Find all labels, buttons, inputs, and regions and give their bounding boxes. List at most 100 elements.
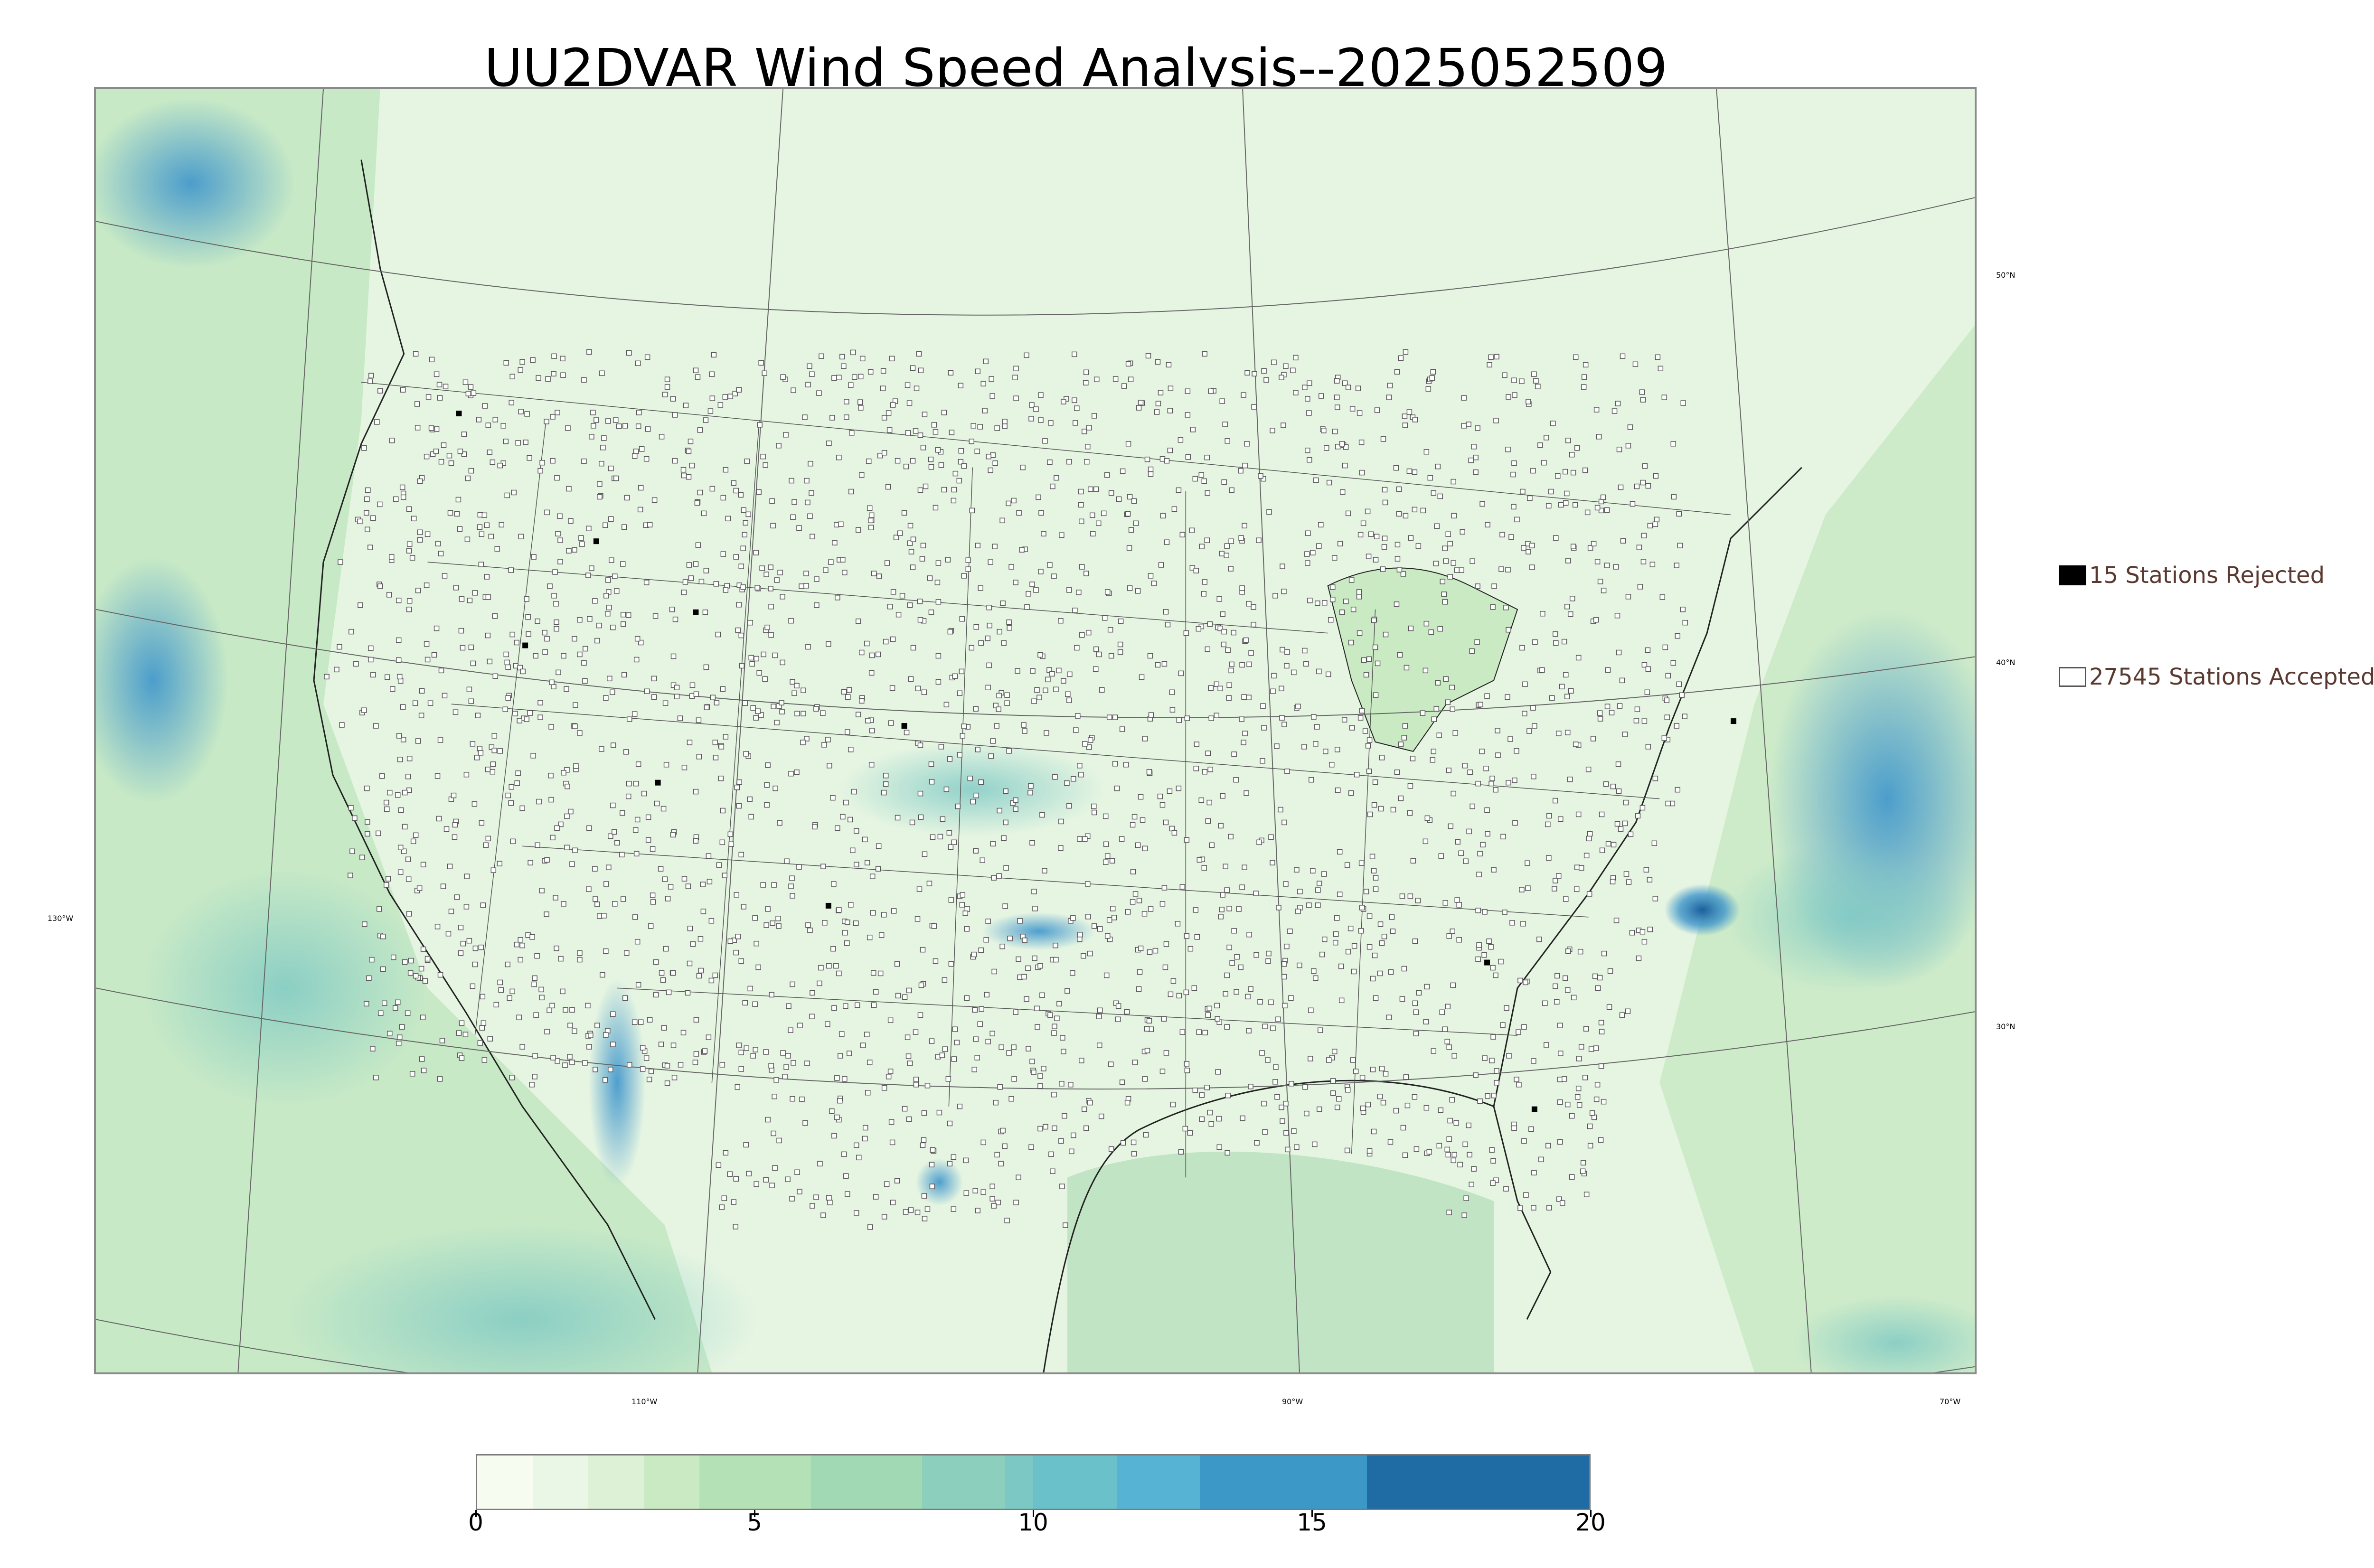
station-marker <box>1076 590 1082 595</box>
station-marker <box>1334 747 1340 752</box>
station-marker <box>1135 588 1141 594</box>
station-marker <box>723 587 729 593</box>
station-marker <box>471 390 477 396</box>
colorbar-segment <box>644 1455 700 1509</box>
station-marker <box>902 994 908 1000</box>
station-marker <box>791 1060 796 1066</box>
station-marker <box>508 800 514 806</box>
station-marker <box>1503 605 1509 610</box>
station-marker <box>1645 647 1651 653</box>
station-marker <box>1557 1099 1563 1105</box>
station-marker <box>997 629 1002 635</box>
station-marker <box>913 1077 919 1082</box>
station-marker <box>809 1014 815 1019</box>
station-marker <box>1522 711 1527 716</box>
station-marker <box>904 1034 911 1040</box>
station-marker <box>1592 973 1598 979</box>
station-marker <box>1423 1019 1429 1024</box>
station-marker <box>1674 563 1680 568</box>
station-marker <box>733 554 739 560</box>
station-marker <box>1331 555 1338 561</box>
station-marker <box>445 931 452 937</box>
station-marker <box>1469 648 1475 654</box>
station-marker <box>791 499 797 505</box>
station-marker <box>1380 566 1386 572</box>
station-marker <box>831 1133 837 1139</box>
station-marker <box>1047 459 1053 465</box>
station-marker <box>406 756 413 761</box>
station-marker <box>769 1183 775 1188</box>
station-marker <box>1219 907 1225 912</box>
station-marker <box>550 1055 556 1061</box>
station-marker <box>1159 901 1166 907</box>
station-marker <box>462 1032 469 1037</box>
station-marker <box>1160 513 1166 519</box>
station-marker <box>349 848 355 854</box>
station-marker <box>1506 627 1511 633</box>
station-marker <box>913 428 919 434</box>
station-marker <box>933 505 939 511</box>
station-marker <box>1260 703 1266 709</box>
station-marker <box>1613 564 1619 570</box>
station-marker <box>1253 891 1259 896</box>
station-marker <box>1451 560 1456 566</box>
station-marker <box>1224 553 1229 558</box>
station-marker <box>764 802 770 808</box>
station-marker <box>1327 479 1332 486</box>
station-marker <box>1141 911 1148 917</box>
station-marker <box>1475 583 1480 589</box>
station-marker <box>620 810 625 816</box>
station-marker <box>542 649 548 655</box>
station-marker <box>1341 717 1347 723</box>
station-marker <box>565 783 570 789</box>
station-marker <box>428 425 434 431</box>
station-marker <box>644 354 650 360</box>
station-marker <box>989 393 995 399</box>
rejected-station-marker <box>693 609 699 615</box>
station-marker <box>487 658 493 665</box>
station-marker <box>1431 490 1437 496</box>
station-marker <box>539 460 545 466</box>
station-marker <box>1512 820 1518 826</box>
station-marker <box>972 1188 978 1193</box>
station-marker <box>634 939 641 945</box>
station-marker <box>601 435 607 441</box>
station-marker <box>1339 441 1345 447</box>
station-marker <box>952 673 958 679</box>
station-marker <box>1476 942 1482 948</box>
station-marker <box>979 1006 984 1012</box>
station-marker <box>1202 1030 1208 1035</box>
station-marker <box>427 700 433 706</box>
station-marker <box>1204 1085 1210 1090</box>
station-marker <box>880 368 886 374</box>
station-marker <box>530 753 536 759</box>
station-marker <box>461 451 467 457</box>
station-marker <box>511 489 517 496</box>
station-marker <box>1661 394 1667 400</box>
station-marker <box>1058 845 1064 851</box>
station-marker <box>988 753 994 759</box>
station-marker <box>820 1212 826 1218</box>
station-marker <box>1477 851 1483 856</box>
station-marker <box>690 941 696 947</box>
station-marker <box>1463 858 1469 864</box>
station-marker <box>1370 1067 1376 1072</box>
station-marker <box>706 1034 712 1040</box>
station-marker <box>1644 689 1650 695</box>
station-marker <box>552 569 558 575</box>
station-marker <box>550 458 556 464</box>
station-marker <box>1528 1126 1534 1132</box>
station-marker <box>886 410 892 416</box>
station-marker <box>789 478 794 484</box>
station-marker <box>1244 790 1249 796</box>
station-marker <box>1196 626 1202 632</box>
station-marker <box>1301 744 1307 750</box>
station-marker <box>1542 1000 1548 1006</box>
station-marker <box>1302 648 1308 654</box>
station-marker <box>1184 933 1190 939</box>
station-marker <box>483 842 489 848</box>
station-marker <box>1589 1110 1595 1116</box>
wind-speed-map[interactable] <box>94 87 1977 1374</box>
station-marker <box>829 415 835 421</box>
station-marker <box>518 937 523 943</box>
